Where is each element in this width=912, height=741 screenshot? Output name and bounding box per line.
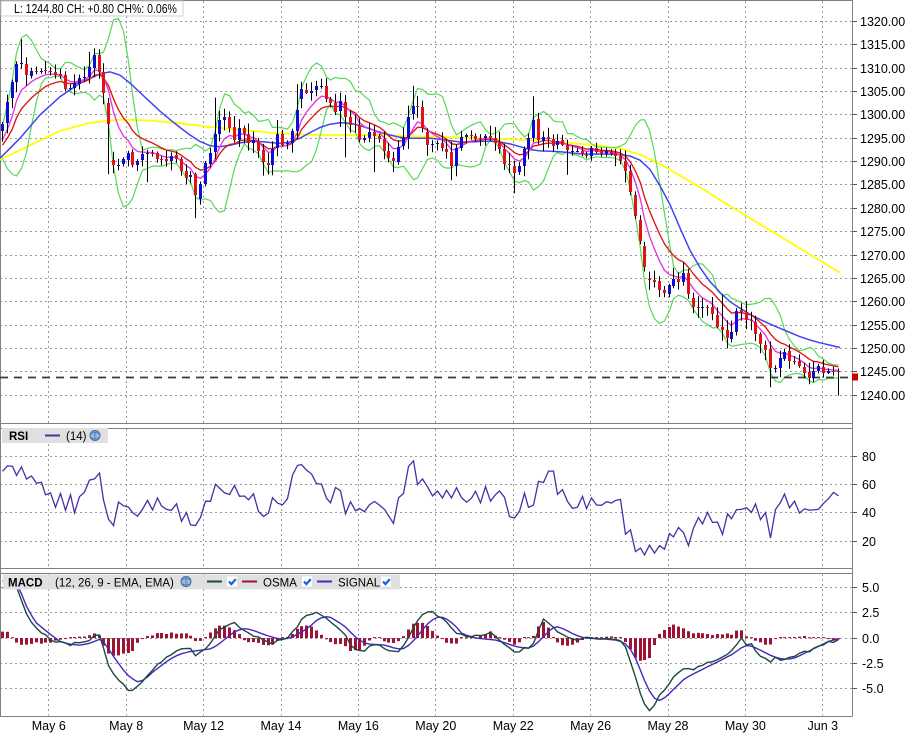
svg-text:1310.00: 1310.00 bbox=[860, 62, 905, 76]
svg-text:1285.00: 1285.00 bbox=[860, 178, 905, 192]
svg-text:(12, 26, 9 - EMA, EMA): (12, 26, 9 - EMA, EMA) bbox=[55, 578, 174, 590]
svg-text:60: 60 bbox=[862, 478, 876, 492]
svg-text:1305.00: 1305.00 bbox=[860, 85, 905, 99]
svg-text:L: 1244.80 CH: +0.80 CH%: 0.06: L: 1244.80 CH: +0.80 CH%: 0.06% bbox=[14, 2, 177, 16]
svg-text:OSMA: OSMA bbox=[263, 578, 297, 590]
svg-text:1250.00: 1250.00 bbox=[860, 342, 905, 356]
svg-text:1265.00: 1265.00 bbox=[860, 272, 905, 286]
svg-text:May 30: May 30 bbox=[725, 719, 766, 733]
svg-text:2.5: 2.5 bbox=[862, 606, 879, 620]
svg-text:(14): (14) bbox=[66, 431, 87, 443]
svg-text:Jun 3: Jun 3 bbox=[808, 719, 839, 733]
svg-text:May 28: May 28 bbox=[648, 719, 689, 733]
svg-text:0.0: 0.0 bbox=[862, 632, 879, 646]
svg-text:May 22: May 22 bbox=[493, 719, 534, 733]
svg-text:1240.00: 1240.00 bbox=[860, 389, 905, 403]
svg-text:1280.00: 1280.00 bbox=[860, 202, 905, 216]
svg-text:1295.00: 1295.00 bbox=[860, 132, 905, 146]
svg-text:1255.00: 1255.00 bbox=[860, 319, 905, 333]
svg-text:May 14: May 14 bbox=[261, 719, 302, 733]
svg-text:MACD: MACD bbox=[8, 578, 43, 590]
svg-text:1320.00: 1320.00 bbox=[860, 15, 905, 29]
svg-text:May 20: May 20 bbox=[415, 719, 456, 733]
svg-text:May 6: May 6 bbox=[32, 719, 66, 733]
svg-text:40: 40 bbox=[862, 506, 876, 520]
svg-text:1300.00: 1300.00 bbox=[860, 108, 905, 122]
svg-text:May 16: May 16 bbox=[338, 719, 379, 733]
svg-text:20: 20 bbox=[862, 535, 876, 549]
svg-text:1260.00: 1260.00 bbox=[860, 295, 905, 309]
svg-text:RSI: RSI bbox=[9, 431, 28, 443]
svg-text:-2.5: -2.5 bbox=[862, 657, 884, 671]
svg-text:1270.00: 1270.00 bbox=[860, 249, 905, 263]
svg-text:-5.0: -5.0 bbox=[862, 682, 884, 696]
svg-text:SIGNAL: SIGNAL bbox=[338, 578, 381, 590]
svg-text:1275.00: 1275.00 bbox=[860, 225, 905, 239]
svg-text:May 8: May 8 bbox=[109, 719, 143, 733]
svg-text:May 26: May 26 bbox=[570, 719, 611, 733]
svg-text:5.0: 5.0 bbox=[862, 581, 879, 595]
svg-text:May 12: May 12 bbox=[183, 719, 224, 733]
svg-text:1245.00: 1245.00 bbox=[860, 365, 905, 379]
svg-text:1290.00: 1290.00 bbox=[860, 155, 905, 169]
svg-text:1315.00: 1315.00 bbox=[860, 38, 905, 52]
svg-text:80: 80 bbox=[862, 450, 876, 464]
